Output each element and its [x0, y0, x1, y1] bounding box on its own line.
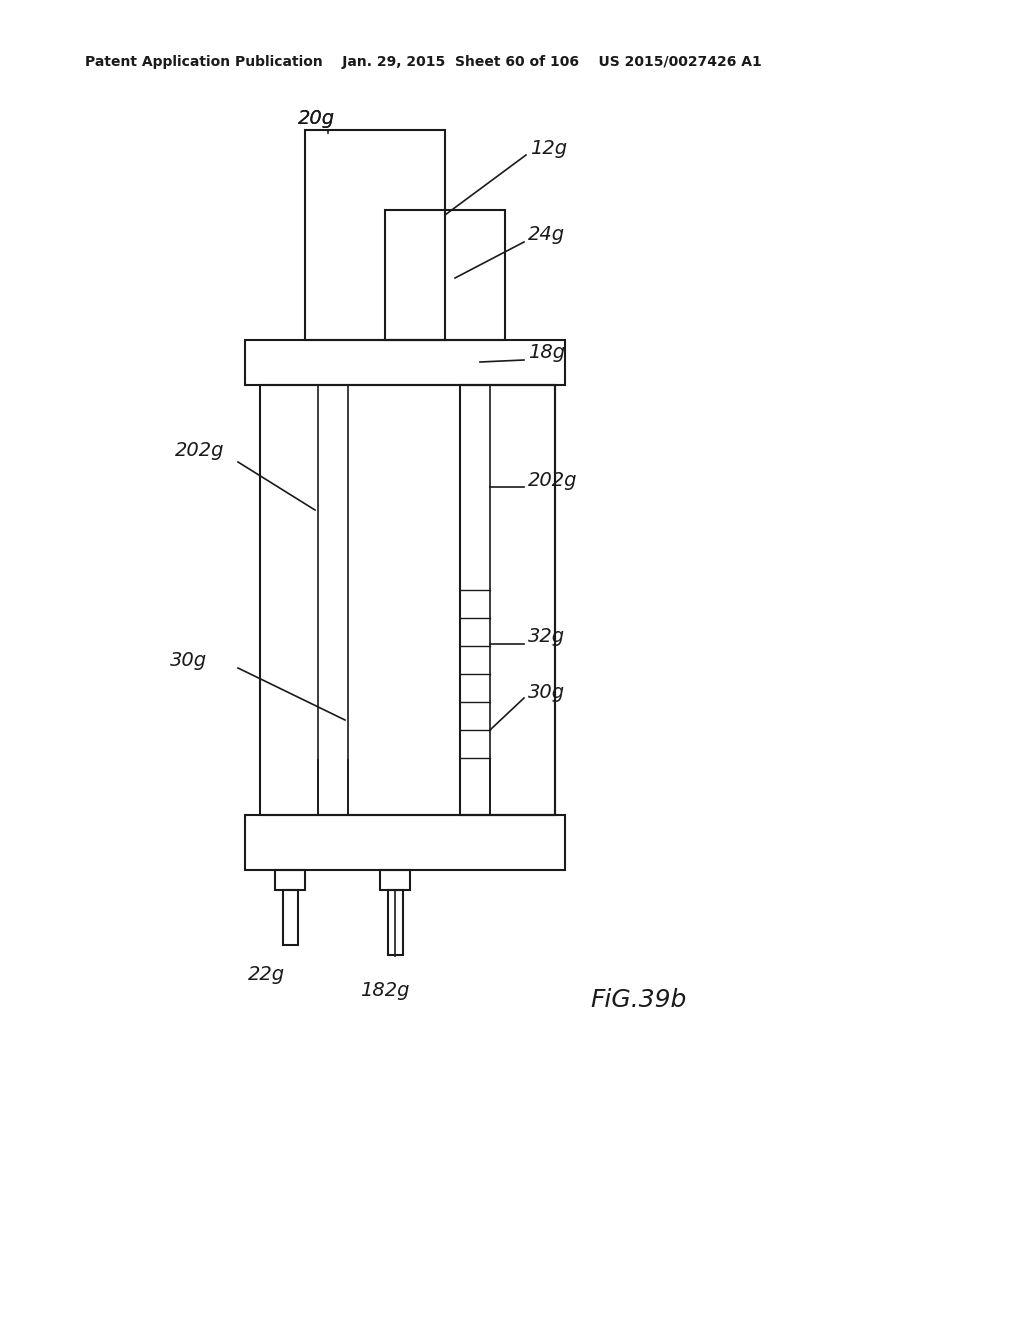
Text: 20g: 20g: [298, 108, 335, 128]
Text: FiG.39b: FiG.39b: [590, 987, 686, 1012]
Bar: [460, 385, 555, 814]
Bar: [245, 814, 565, 870]
Bar: [385, 210, 505, 341]
Text: 202g: 202g: [175, 441, 224, 459]
Text: 24g: 24g: [528, 226, 565, 244]
Text: 18g: 18g: [528, 343, 565, 363]
Bar: [388, 890, 403, 954]
Bar: [260, 385, 555, 814]
Text: 12g: 12g: [530, 139, 567, 157]
Text: 22g: 22g: [248, 965, 285, 985]
Text: 32g: 32g: [528, 627, 565, 647]
Text: Patent Application Publication    Jan. 29, 2015  Sheet 60 of 106    US 2015/0027: Patent Application Publication Jan. 29, …: [85, 55, 762, 69]
Bar: [245, 341, 565, 385]
Text: 202g: 202g: [528, 470, 578, 490]
Bar: [275, 870, 305, 890]
Bar: [380, 870, 410, 890]
Bar: [305, 129, 445, 341]
Text: 30g: 30g: [170, 651, 207, 669]
Bar: [283, 890, 298, 945]
Text: 30g: 30g: [528, 682, 565, 701]
Text: 20g: 20g: [298, 108, 335, 128]
Text: 182g: 182g: [360, 981, 410, 999]
